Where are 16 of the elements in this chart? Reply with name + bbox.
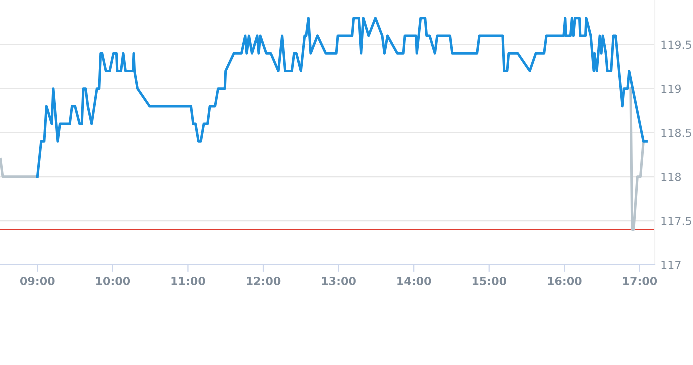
y-tick-label: 118 (662, 172, 682, 182)
x-tick-label: 15:00 (472, 277, 507, 286)
x-tick-label: 14:00 (398, 277, 432, 286)
y-tick-label: 117 (662, 261, 681, 270)
x-tick-label: 12:00 (247, 277, 281, 286)
line-series (36, 17, 648, 178)
y-tick-label: 118.5 (662, 128, 692, 138)
x-tick-label: 09:00 (20, 277, 55, 286)
x-tick-label: 16:00 (548, 277, 582, 286)
y-tick-label: 119.5 (662, 40, 692, 50)
x-tick-label: 13:00 (322, 277, 356, 286)
x-tick-label: 11:00 (172, 277, 206, 286)
x-tick-label: 17:00 (624, 277, 658, 286)
y-tick-label: 119 (662, 84, 681, 94)
y-tick-label: 117.5 (662, 217, 692, 226)
x-tick-label: 10:00 (96, 277, 130, 286)
